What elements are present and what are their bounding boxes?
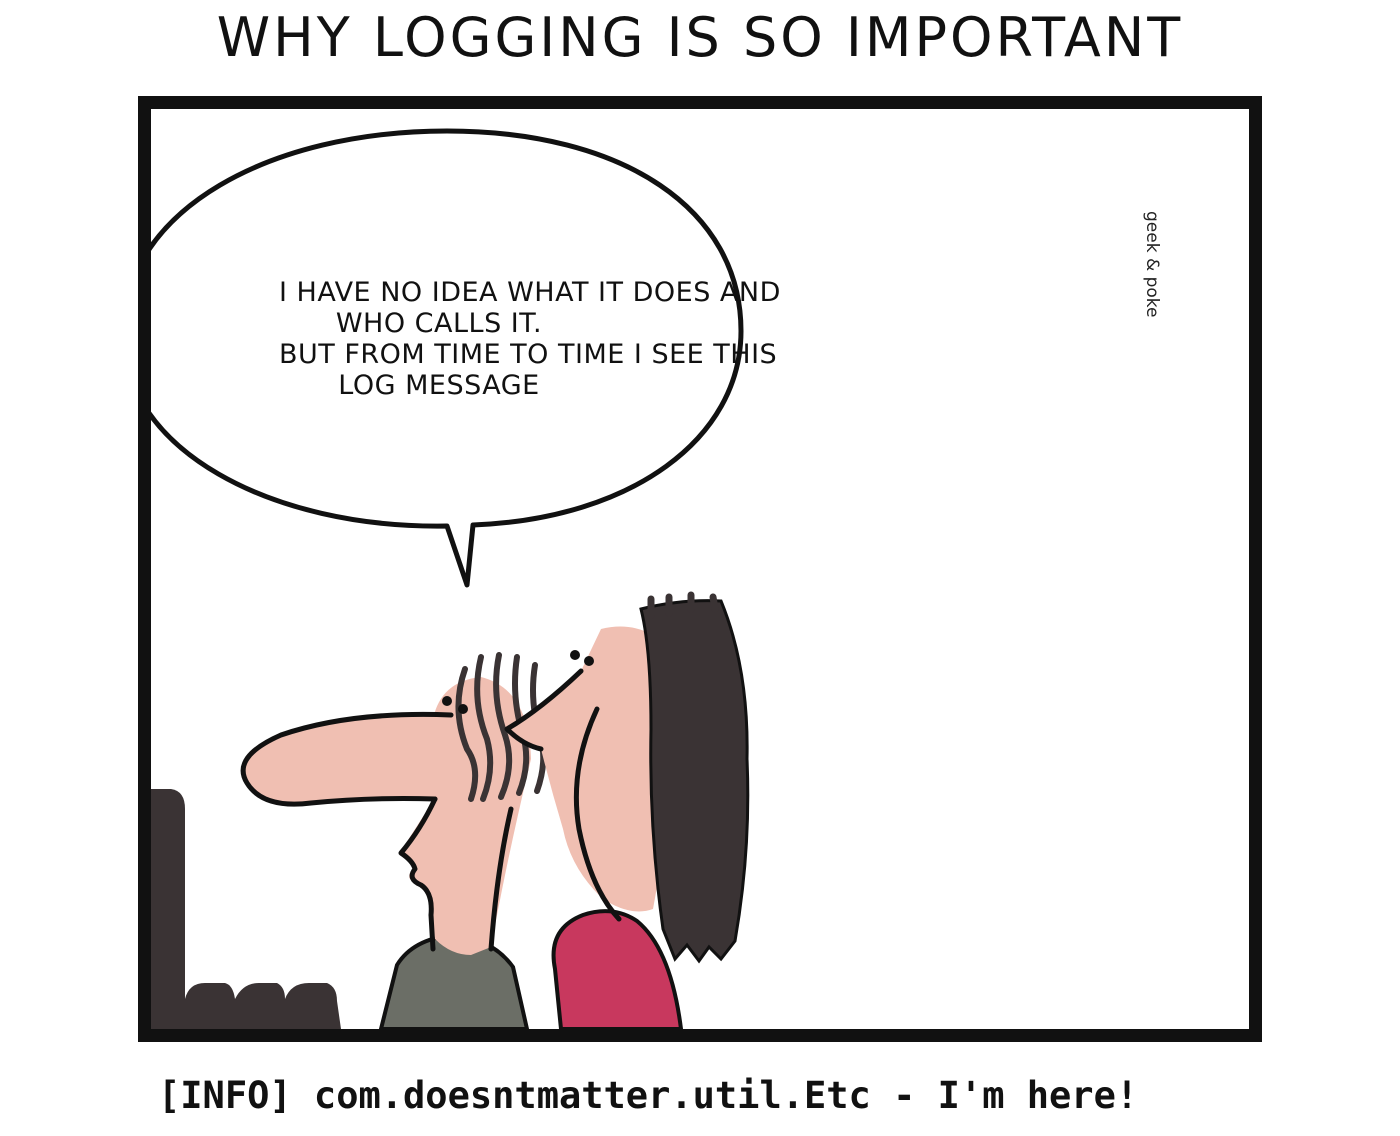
right-person bbox=[504, 591, 750, 1029]
monitor bbox=[151, 789, 341, 1029]
speech-bubble bbox=[151, 128, 744, 588]
comic-panel: I HAVE NO IDEA WHAT IT DOES AND WHO CALL… bbox=[138, 96, 1262, 1042]
speech-line: LOG MESSAGE bbox=[338, 370, 540, 401]
speech-line: WHO CALLS IT. bbox=[335, 308, 543, 339]
comic-artwork bbox=[151, 128, 750, 1029]
log-message-caption: [INFO] com.doesntmatter.util.Etc - I'm h… bbox=[158, 1074, 1139, 1117]
left-person bbox=[240, 652, 547, 1029]
speech-line: I HAVE NO IDEA WHAT IT DOES AND bbox=[279, 277, 781, 308]
comic-title: WHY LOGGING IS SO IMPORTANT bbox=[216, 6, 1184, 69]
speech-bubble-text: I HAVE NO IDEA WHAT IT DOES AND WHO CALL… bbox=[279, 277, 781, 401]
speech-line: BUT FROM TIME TO TIME I SEE THIS bbox=[279, 339, 778, 370]
artist-credit: geek & poke bbox=[1142, 211, 1162, 318]
